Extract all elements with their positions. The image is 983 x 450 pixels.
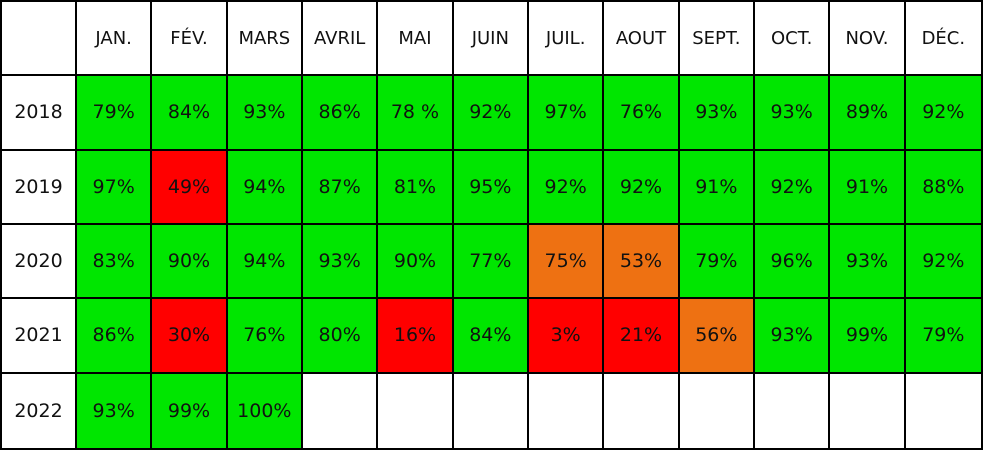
percent-cell: 90% — [152, 225, 228, 300]
percent-cell: 97% — [529, 76, 605, 151]
percent-cell: 3% — [529, 299, 605, 374]
percent-cell: 79% — [905, 299, 981, 374]
percent-cell: 94% — [227, 150, 303, 225]
percent-cell: 86% — [303, 76, 379, 151]
percent-cell: 84% — [152, 76, 228, 151]
year-label: 2021 — [2, 299, 77, 374]
percent-cell: 75% — [529, 225, 605, 300]
percent-cell: 81% — [378, 150, 454, 225]
percent-cell: 97% — [77, 150, 153, 225]
percent-cell: 79% — [77, 76, 153, 151]
percent-cell: 16% — [378, 299, 454, 374]
percent-cell: 96% — [755, 225, 831, 300]
percent-cell: 86% — [77, 299, 153, 374]
month-header: JUIN — [453, 2, 529, 77]
percent-cell: 76% — [604, 76, 680, 151]
percent-cell: 80% — [303, 299, 379, 374]
percent-cell: 99% — [830, 299, 906, 374]
month-header: DÉC. — [905, 2, 981, 77]
percent-cell: 93% — [77, 373, 153, 448]
empty-cell — [378, 373, 454, 448]
percent-cell: 91% — [830, 150, 906, 225]
empty-cell — [529, 373, 605, 448]
year-label: 2022 — [2, 373, 77, 448]
month-header: JUIL. — [529, 2, 605, 77]
percent-cell: 53% — [604, 225, 680, 300]
month-header: JAN. — [77, 2, 153, 77]
empty-cell — [830, 373, 906, 448]
year-label: 2018 — [2, 76, 77, 151]
year-label: 2020 — [2, 225, 77, 300]
month-header: NOV. — [830, 2, 906, 77]
month-header: OCT. — [755, 2, 831, 77]
percent-cell: 21% — [604, 299, 680, 374]
percent-cell: 90% — [378, 225, 454, 300]
percent-cell: 93% — [755, 299, 831, 374]
percent-cell: 91% — [679, 150, 755, 225]
month-header: AVRIL — [303, 2, 379, 77]
percent-cell: 93% — [830, 225, 906, 300]
percent-cell: 77% — [453, 225, 529, 300]
empty-cell — [905, 373, 981, 448]
percent-cell: 79% — [679, 225, 755, 300]
percent-cell: 93% — [679, 76, 755, 151]
year-label: 2019 — [2, 150, 77, 225]
percent-cell: 93% — [227, 76, 303, 151]
percent-cell: 87% — [303, 150, 379, 225]
percent-cell: 56% — [679, 299, 755, 374]
percent-cell: 92% — [755, 150, 831, 225]
empty-cell — [604, 373, 680, 448]
percent-cell: 92% — [905, 225, 981, 300]
empty-cell — [679, 373, 755, 448]
percent-cell: 88% — [905, 150, 981, 225]
percent-cell: 83% — [77, 225, 153, 300]
percent-cell: 95% — [453, 150, 529, 225]
month-header: MAI — [378, 2, 454, 77]
percent-cell: 94% — [227, 225, 303, 300]
empty-cell — [755, 373, 831, 448]
percent-cell: 84% — [453, 299, 529, 374]
percent-cell: 78 % — [378, 76, 454, 151]
month-header: AOUT — [604, 2, 680, 77]
corner-cell — [2, 2, 77, 77]
percent-cell: 49% — [152, 150, 228, 225]
empty-cell — [303, 373, 379, 448]
percent-cell: 30% — [152, 299, 228, 374]
month-header: FÉV. — [152, 2, 228, 77]
month-header: MARS — [227, 2, 303, 77]
percent-cell: 76% — [227, 299, 303, 374]
empty-cell — [453, 373, 529, 448]
percent-cell: 92% — [604, 150, 680, 225]
percent-cell: 99% — [152, 373, 228, 448]
percent-cell: 93% — [755, 76, 831, 151]
percent-cell: 100% — [227, 373, 303, 448]
month-header: SEPT. — [679, 2, 755, 77]
percent-cell: 89% — [830, 76, 906, 151]
percent-cell: 92% — [905, 76, 981, 151]
percent-cell: 92% — [453, 76, 529, 151]
percent-cell: 92% — [529, 150, 605, 225]
percent-cell: 93% — [303, 225, 379, 300]
